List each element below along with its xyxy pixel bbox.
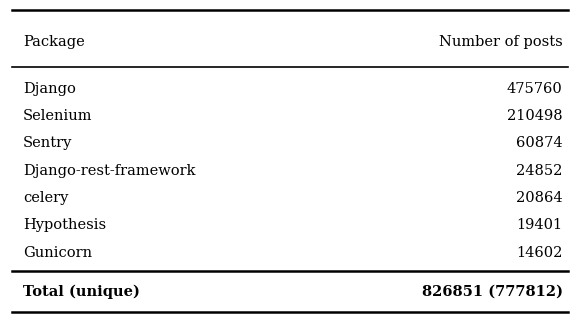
Text: 475760: 475760 bbox=[507, 81, 563, 96]
Text: Selenium: Selenium bbox=[23, 109, 93, 123]
Text: Package: Package bbox=[23, 35, 85, 49]
Text: 826851 (777812): 826851 (777812) bbox=[422, 285, 563, 299]
Text: 20864: 20864 bbox=[516, 191, 563, 205]
Text: Sentry: Sentry bbox=[23, 136, 72, 150]
Text: 210498: 210498 bbox=[507, 109, 563, 123]
Text: Gunicorn: Gunicorn bbox=[23, 246, 92, 260]
Text: Total (unique): Total (unique) bbox=[23, 285, 140, 299]
Text: 24852: 24852 bbox=[516, 164, 563, 178]
Text: Hypothesis: Hypothesis bbox=[23, 218, 106, 232]
Text: celery: celery bbox=[23, 191, 68, 205]
Text: 60874: 60874 bbox=[516, 136, 563, 150]
Text: 14602: 14602 bbox=[516, 246, 563, 260]
Text: Django-rest-framework: Django-rest-framework bbox=[23, 164, 195, 178]
Text: Number of posts: Number of posts bbox=[439, 35, 563, 49]
Text: 19401: 19401 bbox=[516, 218, 563, 232]
Text: Django: Django bbox=[23, 81, 76, 96]
